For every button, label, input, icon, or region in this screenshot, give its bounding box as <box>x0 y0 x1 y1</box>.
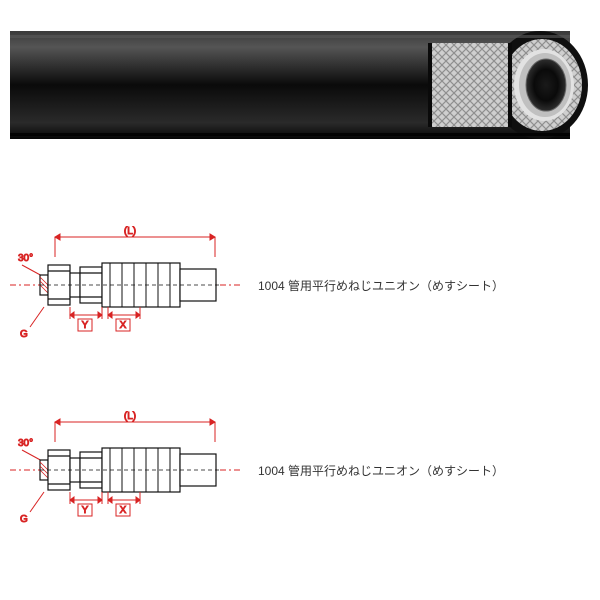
dim-angle-label: 30° <box>18 253 33 264</box>
dim-angle-label-2: 30° <box>18 438 33 449</box>
fitting-diagram-row-1: (L) 30° <box>10 215 590 355</box>
dim-G-label: G <box>20 329 28 340</box>
fitting-diagram-row-2: (L) 30° <box>10 400 590 540</box>
fitting-caption-2: 1004 管用平行めねじユニオン（めすシート） <box>258 462 504 479</box>
dim-L-label-2: (L) <box>124 411 136 422</box>
fitting-diagram-2: (L) 30° <box>10 410 240 530</box>
dim-G-label-2: G <box>20 514 28 525</box>
fitting-diagram-1: (L) 30° <box>10 225 240 345</box>
hose-product-image <box>10 25 590 145</box>
dim-Y-label-2: Y <box>82 505 89 516</box>
dim-X-label: X <box>120 320 127 331</box>
dim-L-label: (L) <box>124 226 136 237</box>
fitting-caption-1: 1004 管用平行めねじユニオン（めすシート） <box>258 277 504 294</box>
dim-Y-label: Y <box>82 320 89 331</box>
dim-X-label-2: X <box>120 505 127 516</box>
